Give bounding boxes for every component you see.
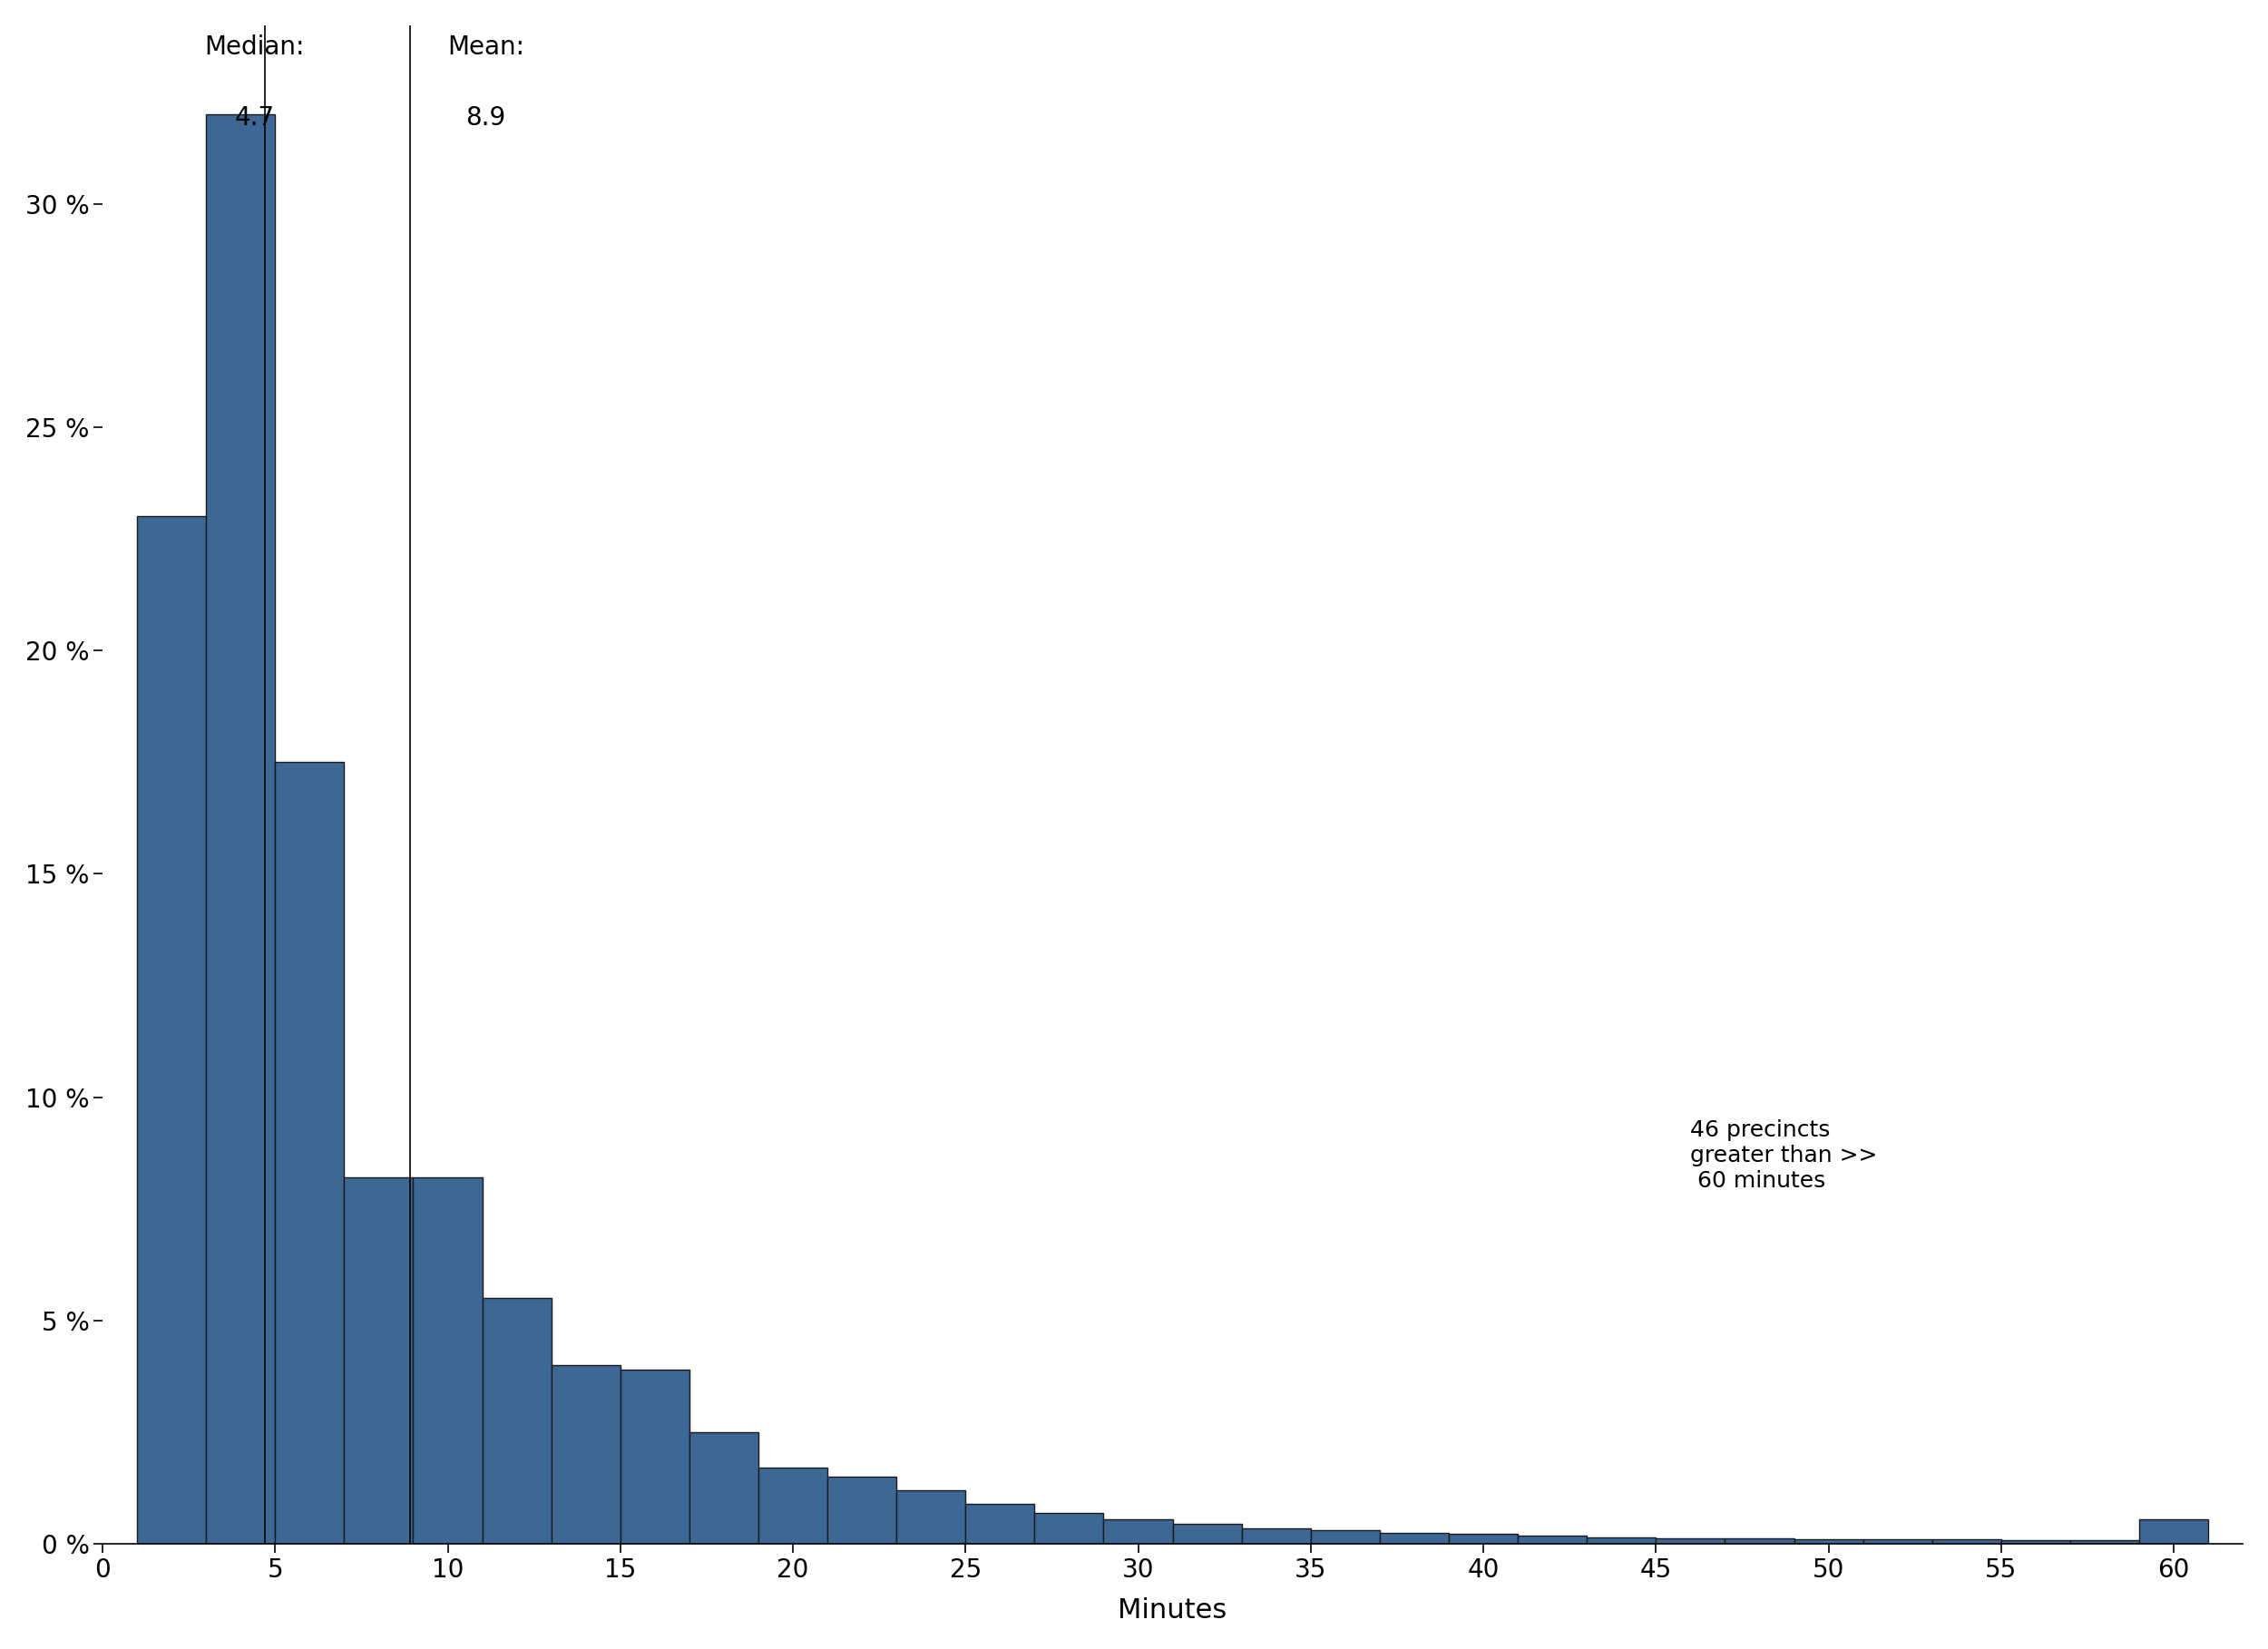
Bar bbox=[1517, 1535, 1588, 1543]
Text: Median:: Median: bbox=[204, 35, 304, 59]
Bar bbox=[345, 1177, 413, 1543]
Text: 46 precincts
greater than >>
 60 minutes: 46 precincts greater than >> 60 minutes bbox=[1690, 1120, 1878, 1192]
Bar bbox=[1311, 1530, 1379, 1543]
Bar bbox=[1379, 1532, 1449, 1543]
Bar bbox=[2000, 1540, 2071, 1543]
Bar bbox=[1173, 1524, 1241, 1543]
Bar bbox=[1794, 1539, 1862, 1543]
Bar bbox=[1241, 1529, 1311, 1543]
Bar bbox=[2139, 1519, 2209, 1543]
Bar bbox=[1034, 1512, 1105, 1543]
Bar bbox=[1449, 1534, 1517, 1543]
Bar bbox=[621, 1370, 689, 1543]
Bar bbox=[413, 1177, 483, 1543]
Bar bbox=[896, 1491, 966, 1543]
Bar bbox=[206, 114, 274, 1543]
X-axis label: Minutes: Minutes bbox=[1118, 1598, 1227, 1624]
Bar bbox=[689, 1431, 758, 1543]
Text: 8.9: 8.9 bbox=[465, 106, 506, 130]
Bar bbox=[1862, 1539, 1932, 1543]
Bar bbox=[1726, 1539, 1794, 1543]
Bar bbox=[966, 1504, 1034, 1543]
Bar bbox=[1588, 1537, 1656, 1543]
Bar bbox=[274, 762, 345, 1543]
Text: Mean:: Mean: bbox=[447, 35, 524, 59]
Bar bbox=[758, 1468, 828, 1543]
Bar bbox=[136, 516, 206, 1543]
Bar bbox=[483, 1298, 551, 1543]
Bar bbox=[1656, 1539, 1726, 1543]
Bar bbox=[828, 1478, 896, 1543]
Bar bbox=[551, 1365, 621, 1543]
Bar bbox=[1932, 1539, 2000, 1543]
Bar bbox=[2071, 1540, 2139, 1543]
Bar bbox=[1105, 1519, 1173, 1543]
Text: 4.7: 4.7 bbox=[234, 106, 274, 130]
